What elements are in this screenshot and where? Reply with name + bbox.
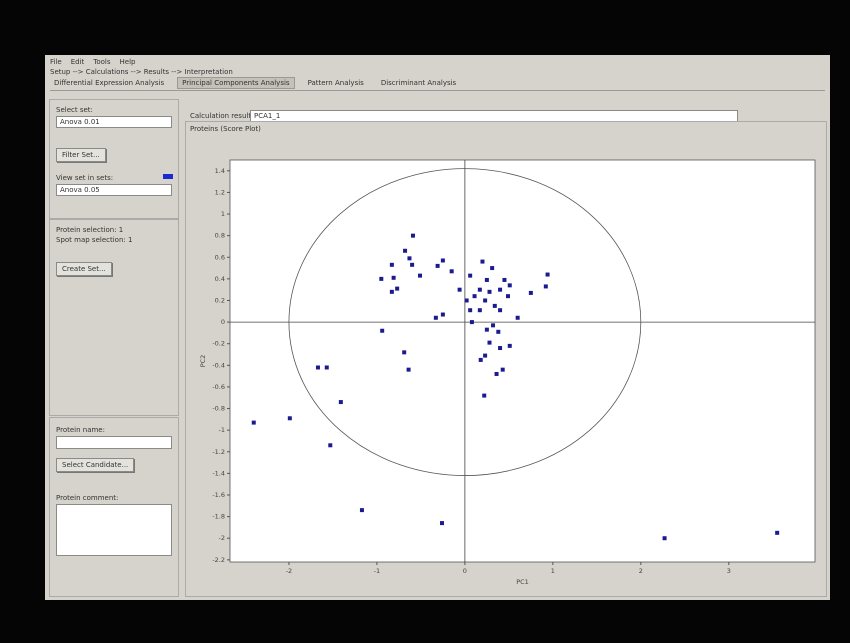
y-axis-label: PC2 bbox=[199, 355, 207, 368]
point bbox=[482, 394, 486, 398]
point bbox=[325, 365, 329, 369]
point bbox=[485, 278, 489, 282]
x-tick-label: 2 bbox=[639, 567, 643, 575]
point bbox=[441, 313, 445, 317]
point bbox=[410, 263, 414, 267]
point bbox=[483, 354, 487, 358]
point bbox=[450, 269, 454, 273]
point bbox=[479, 358, 483, 362]
point bbox=[473, 294, 477, 298]
point bbox=[407, 368, 411, 372]
y-tick-label: 0.6 bbox=[215, 253, 225, 261]
point bbox=[468, 308, 472, 312]
point bbox=[392, 276, 396, 280]
point bbox=[403, 249, 407, 253]
x-tick-label: 3 bbox=[727, 567, 731, 575]
y-tick-label: 0 bbox=[221, 318, 225, 326]
point bbox=[775, 531, 779, 535]
y-tick-label: 0.8 bbox=[215, 232, 225, 240]
point bbox=[402, 350, 406, 354]
page: {"menu":["File","Edit","Tools","Help"], … bbox=[0, 0, 850, 643]
point bbox=[407, 256, 411, 260]
point bbox=[508, 283, 512, 287]
point bbox=[390, 290, 394, 294]
point bbox=[506, 294, 510, 298]
point bbox=[495, 372, 499, 376]
point bbox=[440, 521, 444, 525]
point bbox=[498, 308, 502, 312]
point bbox=[434, 316, 438, 320]
y-tick-label: -0.2 bbox=[212, 340, 225, 348]
point bbox=[328, 443, 332, 447]
y-tick-label: -1 bbox=[219, 426, 225, 434]
point bbox=[360, 508, 364, 512]
point bbox=[516, 316, 520, 320]
y-tick-label: -2.2 bbox=[212, 556, 225, 564]
point bbox=[498, 346, 502, 350]
point bbox=[498, 288, 502, 292]
point bbox=[316, 365, 320, 369]
point bbox=[483, 298, 487, 302]
point bbox=[478, 308, 482, 312]
point bbox=[546, 273, 550, 277]
y-tick-label: 0.2 bbox=[215, 296, 225, 304]
point bbox=[441, 259, 445, 263]
point bbox=[529, 291, 533, 295]
point bbox=[395, 287, 399, 291]
x-tick-label: 0 bbox=[463, 567, 467, 575]
y-tick-label: -0.6 bbox=[212, 383, 225, 391]
x-tick-label: -1 bbox=[374, 567, 380, 575]
y-tick-label: -1.6 bbox=[212, 491, 225, 499]
x-axis-label: PC1 bbox=[516, 578, 529, 586]
point bbox=[480, 260, 484, 264]
point bbox=[491, 323, 495, 327]
point bbox=[490, 266, 494, 270]
point bbox=[470, 320, 474, 324]
y-tick-label: 1.2 bbox=[215, 188, 225, 196]
point bbox=[436, 264, 440, 268]
y-tick-label: -1.2 bbox=[212, 448, 225, 456]
score-plot: -2 -1 0 1 2 3 -2.2 -2 -1.8 -1.6 -1.4 -1.2 -1 -0.8 -0.6… bbox=[45, 55, 830, 600]
point bbox=[493, 304, 497, 308]
point bbox=[502, 278, 506, 282]
y-tick-label: -0.8 bbox=[212, 405, 225, 413]
y-tick-label: 1.4 bbox=[215, 167, 225, 175]
point bbox=[663, 536, 667, 540]
x-tick-label: -2 bbox=[286, 567, 292, 575]
x-tick-label: 1 bbox=[551, 567, 555, 575]
y-tick-label: -1.8 bbox=[212, 513, 225, 521]
point bbox=[458, 288, 462, 292]
point bbox=[411, 234, 415, 238]
point bbox=[390, 263, 394, 267]
point bbox=[379, 277, 383, 281]
point bbox=[501, 368, 505, 372]
y-tick-label: 0.4 bbox=[215, 275, 225, 283]
point bbox=[380, 329, 384, 333]
point bbox=[288, 416, 292, 420]
point bbox=[478, 288, 482, 292]
point bbox=[488, 341, 492, 345]
y-tick-label: -0.4 bbox=[212, 361, 225, 369]
point bbox=[418, 274, 422, 278]
point bbox=[465, 298, 469, 302]
point bbox=[496, 330, 500, 334]
y-tick-label: 1 bbox=[221, 210, 225, 218]
point bbox=[544, 284, 548, 288]
point bbox=[485, 328, 489, 332]
y-tick-label: -1.4 bbox=[212, 469, 225, 477]
point bbox=[252, 421, 256, 425]
point bbox=[339, 400, 343, 404]
point bbox=[508, 344, 512, 348]
point bbox=[468, 274, 472, 278]
y-tick-label: -2 bbox=[219, 534, 225, 542]
point bbox=[488, 290, 492, 294]
plot-area bbox=[230, 160, 815, 562]
